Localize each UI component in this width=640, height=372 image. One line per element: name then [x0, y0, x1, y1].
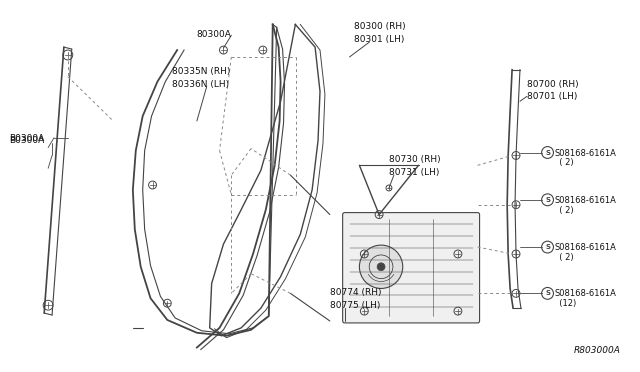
Text: S08168-6161A: S08168-6161A [554, 243, 616, 252]
Text: S: S [545, 150, 550, 155]
Text: (12): (12) [554, 299, 577, 308]
Text: ( 2): ( 2) [554, 206, 574, 215]
Text: S: S [545, 197, 550, 203]
Text: 80774 (RH): 80774 (RH) [330, 288, 381, 298]
Circle shape [360, 245, 403, 288]
Text: 80335N (RH): 80335N (RH) [172, 67, 230, 76]
Text: S: S [545, 291, 550, 296]
Text: S08168-6161A: S08168-6161A [554, 289, 616, 298]
Text: R803000A: R803000A [573, 346, 620, 355]
Text: 80731 (LH): 80731 (LH) [389, 168, 439, 177]
Text: B0300A: B0300A [9, 134, 44, 143]
Text: 80700 (RH): 80700 (RH) [527, 80, 579, 89]
Text: ( 2): ( 2) [554, 158, 574, 167]
Text: 80336N (LH): 80336N (LH) [172, 80, 229, 89]
Circle shape [377, 263, 385, 271]
Text: 80730 (RH): 80730 (RH) [389, 155, 440, 164]
Text: 80701 (LH): 80701 (LH) [527, 92, 577, 102]
Text: 80301 (LH): 80301 (LH) [355, 35, 405, 44]
Text: 80300 (RH): 80300 (RH) [355, 22, 406, 32]
Text: S: S [545, 244, 550, 250]
Text: S08168-6161A: S08168-6161A [554, 148, 616, 158]
Text: 80775 (LH): 80775 (LH) [330, 301, 380, 310]
Text: S08168-6161A: S08168-6161A [554, 196, 616, 205]
FancyBboxPatch shape [342, 212, 479, 323]
Text: ( 2): ( 2) [554, 253, 574, 262]
Text: 80300A: 80300A [197, 31, 232, 39]
Text: B0300A: B0300A [9, 136, 44, 145]
